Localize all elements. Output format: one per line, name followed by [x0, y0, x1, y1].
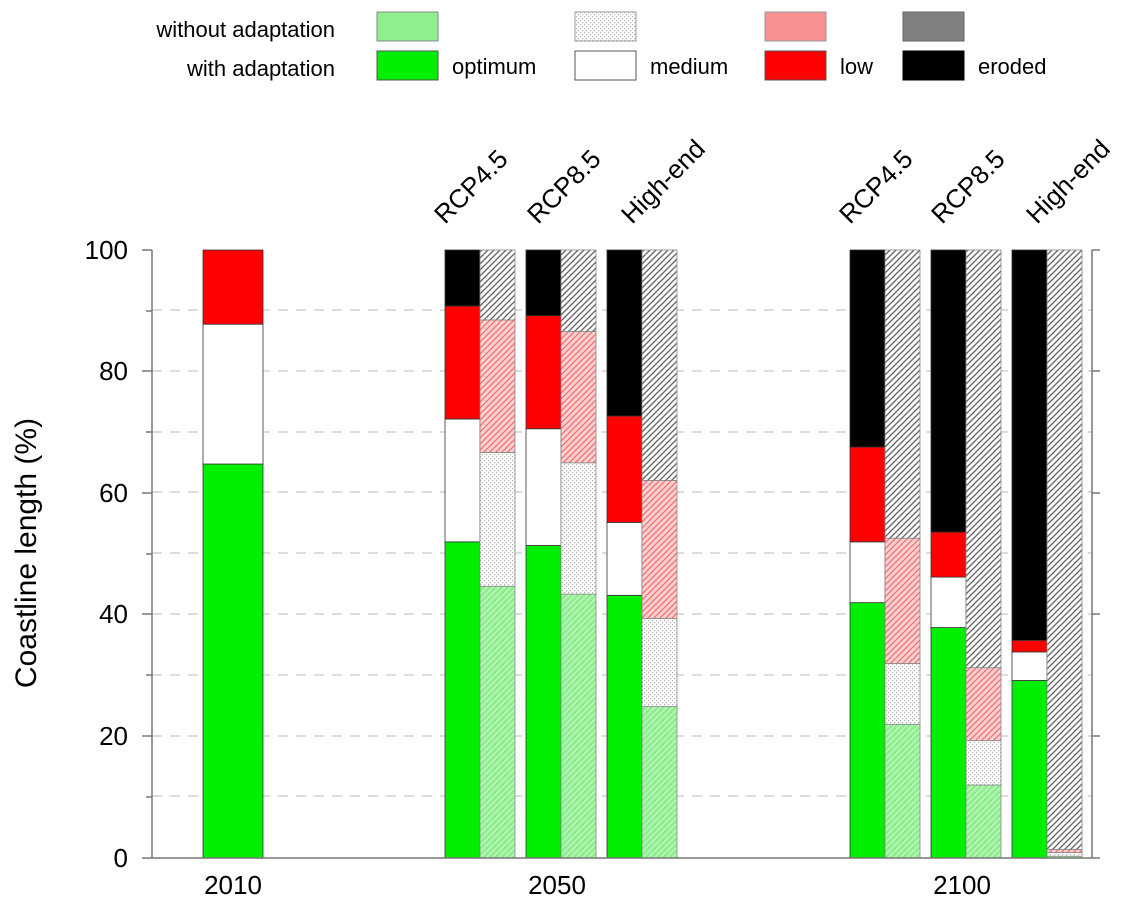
x-axis-labels: 2010 2050 2100: [204, 870, 991, 900]
y-tick-label: 80: [99, 356, 128, 386]
bar-segment-2050-highend-without-low: [641, 480, 678, 619]
legend-label-optimum: optimum: [452, 54, 536, 79]
bar-segment-2050-rcp45-without-low: [479, 319, 516, 453]
y-tick-label: 60: [99, 478, 128, 508]
y-axis-title: Coastline length (%): [10, 418, 43, 688]
bar-segment-2050-highend-without-medium: [641, 618, 678, 708]
bar-segment-2050-rcp85-with-eroded: [525, 249, 562, 317]
bar-segment-2050-rcp85-without-low: [560, 331, 597, 464]
bar-segment-2050-rcp45-with-optimum: [444, 541, 481, 859]
legend-label-eroded: eroded: [978, 54, 1047, 79]
bar-segment-2100-rcp45-with-medium: [849, 541, 886, 604]
legend-swatch-low-with: [764, 50, 827, 81]
bar-segment-2100-highend-with-low: [1011, 639, 1048, 653]
bar-segment-2100-rcp85-with-medium: [930, 576, 967, 628]
bar-segment-2050-highend-with-low: [606, 415, 643, 523]
bar-segment-2100-rcp45-without-optimum: [884, 723, 921, 859]
bar-segment-2100-highend-without-eroded: [1046, 249, 1083, 850]
bar-segment-2050-rcp45-without-eroded: [479, 249, 516, 321]
bar-segment-2100-rcp45-without-medium: [884, 663, 921, 725]
bar-segment-2050-rcp85-with-medium: [525, 428, 562, 546]
y-tick-label: 100: [85, 235, 128, 265]
legend-swatch-medium-with: [574, 50, 637, 81]
bar-segment-2050-rcp85-without-eroded: [560, 249, 597, 332]
legend-swatch-eroded-without: [902, 11, 965, 42]
bar-segment-2100-rcp45-with-low: [849, 446, 886, 543]
y-tick-labels: 0 20 40 60 80 100: [85, 235, 128, 873]
bar-segment-2050-highend-without-eroded: [641, 249, 678, 481]
legend-row-label-without: without adaptation: [155, 17, 335, 42]
legend-swatch-eroded-with: [902, 50, 965, 81]
legend-swatch-optimum-without: [376, 11, 439, 42]
scenario-label-2050-rcp45: RCP4.5: [428, 144, 514, 230]
bar-segment-2050-highend-with-medium: [606, 521, 643, 596]
y-tick-label: 20: [99, 721, 128, 751]
bar-segment-2100-rcp45-without-low: [884, 537, 921, 664]
bar-segment-2100-highend-with-eroded: [1011, 249, 1048, 641]
scenario-label-2050-highend: High-end: [615, 133, 711, 229]
bar-segment-2010-base-with-optimum: [202, 463, 264, 859]
bar-segment-2100-rcp85-with-low: [930, 531, 967, 578]
bar-segment-2050-rcp45-with-low: [444, 305, 481, 420]
bar-segment-2100-highend-with-medium: [1011, 651, 1048, 681]
bar-segment-2100-highend-with-optimum: [1011, 680, 1048, 859]
bar-segment-2050-rcp85-without-medium: [560, 462, 597, 595]
bar-segment-2100-rcp45-with-optimum: [849, 602, 886, 859]
legend-swatch-low-without: [764, 11, 827, 42]
legend-swatch-medium-without: [574, 11, 637, 42]
bar-segment-2100-rcp85-without-medium: [965, 740, 1002, 786]
x-label-2100: 2100: [933, 870, 991, 900]
bar-segment-2100-rcp85-with-optimum: [930, 627, 967, 859]
y-tick-label: 0: [114, 843, 128, 873]
bar-segment-2050-highend-with-eroded: [606, 249, 643, 417]
bar-segment-2100-highend-without-medium: [1046, 852, 1083, 857]
bar-segment-2100-rcp85-without-eroded: [965, 249, 1002, 669]
bar-segment-2100-rcp85-with-eroded: [930, 249, 967, 533]
scenario-label-2100-highend: High-end: [1020, 133, 1116, 229]
bar-segment-2050-rcp45-without-medium: [479, 452, 516, 587]
bar-segment-2100-rcp45-with-eroded: [849, 249, 886, 448]
legend-row-label-with: with adaptation: [186, 56, 335, 81]
bar-segment-2050-rcp45-with-eroded: [444, 249, 481, 307]
y-ticks: [142, 249, 1100, 859]
bar-segment-2010-base-with-medium: [202, 323, 264, 465]
y-tick-label: 40: [99, 599, 128, 629]
bar-segment-2100-rcp85-without-optimum: [965, 784, 1002, 859]
scenario-label-2100-rcp45: RCP4.5: [833, 144, 919, 230]
legend-label-low: low: [840, 54, 873, 79]
bar-segment-2100-highend-without-low: [1046, 849, 1083, 853]
legend-swatch-optimum-with: [376, 50, 439, 81]
scenario-label-2100-rcp85: RCP8.5: [925, 144, 1011, 230]
scenario-labels: RCP4.5 RCP8.5 High-end RCP4.5 RCP8.5 Hig…: [428, 133, 1116, 229]
bar-segment-2050-rcp45-with-medium: [444, 418, 481, 543]
bars: [202, 249, 1083, 859]
bar-segment-2050-highend-without-optimum: [641, 706, 678, 859]
bar-segment-2050-rcp85-with-optimum: [525, 545, 562, 859]
bar-segment-2100-rcp45-without-eroded: [884, 249, 921, 539]
bar-segment-2100-rcp85-without-low: [965, 667, 1002, 742]
bar-segment-2010-base-with-low: [202, 249, 264, 325]
bar-segment-2050-rcp85-with-low: [525, 315, 562, 430]
legend: without adaptation with adaptation optim…: [155, 11, 1047, 81]
x-label-2010: 2010: [204, 870, 262, 900]
scenario-label-2050-rcp85: RCP8.5: [521, 144, 607, 230]
bar-segment-2050-rcp85-without-optimum: [560, 593, 597, 859]
bar-segment-2050-highend-with-optimum: [606, 594, 643, 859]
legend-label-medium: medium: [650, 54, 728, 79]
x-label-2050: 2050: [528, 870, 586, 900]
bar-segment-2050-rcp45-without-optimum: [479, 585, 516, 859]
